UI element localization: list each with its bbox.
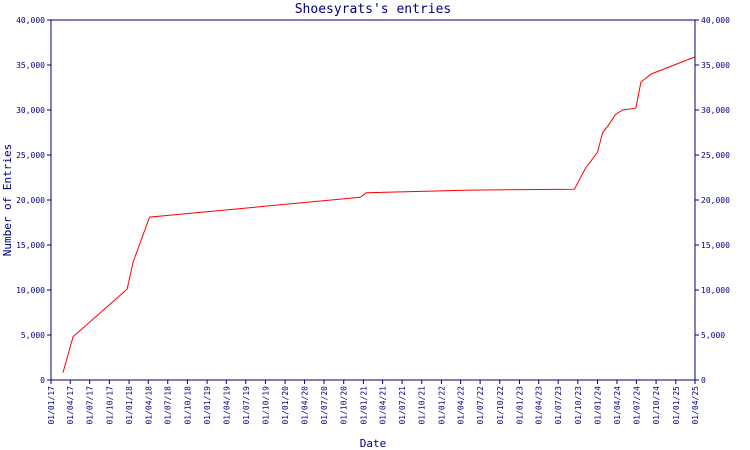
x-tick-label: 01/04/24: [613, 386, 622, 425]
x-tick-label: 01/10/18: [183, 386, 192, 425]
x-tick-label: 01/04/20: [301, 386, 310, 425]
y2-tick-label: 20,000: [701, 196, 730, 205]
x-axis-label: Date: [360, 437, 387, 450]
x-tick-label: 01/01/18: [125, 386, 134, 425]
x-tick-label: 01/07/21: [398, 386, 407, 425]
x-tick-label: 01/10/22: [496, 386, 505, 425]
x-tick-label: 01/04/17: [66, 386, 75, 425]
x-tick-label: 01/10/17: [105, 386, 114, 425]
y-tick-label: 20,000: [16, 196, 45, 205]
x-tick-label: 01/04/19: [222, 386, 231, 425]
y-tick-label: 35,000: [16, 61, 45, 70]
x-tick-label: 01/07/24: [632, 386, 641, 425]
y-tick-label: 30,000: [16, 106, 45, 115]
x-tick-label: 01/10/23: [574, 386, 583, 425]
y-tick-label: 25,000: [16, 151, 45, 160]
x-tick-label: 01/10/19: [261, 386, 270, 425]
y-tick-label: 40,000: [16, 16, 45, 25]
x-tick-label: 01/04/23: [535, 386, 544, 425]
x-tick-label: 01/10/24: [652, 386, 661, 425]
x-tick-label: 01/10/20: [340, 386, 349, 425]
x-tick-label: 01/01/24: [594, 386, 603, 425]
x-tick-label: 01/01/17: [47, 386, 56, 425]
x-tick-label: 01/07/23: [554, 386, 563, 425]
x-tick-label: 01/04/25: [691, 386, 700, 425]
chart-title: Shoesyrats's entries: [295, 2, 452, 17]
x-tick-label: 01/01/22: [437, 386, 446, 425]
y2-tick-label: 25,000: [701, 151, 730, 160]
x-tick-label: 01/07/22: [476, 386, 485, 425]
y2-tick-label: 5,000: [701, 331, 725, 340]
y-tick-label: 10,000: [16, 286, 45, 295]
y-tick-label: 0: [40, 376, 45, 385]
x-tick-label: 01/07/19: [242, 386, 251, 425]
plot-frame: [50, 19, 696, 381]
x-tick-label: 01/01/19: [203, 386, 212, 425]
data-line: [62, 56, 696, 373]
y-tick-label: 15,000: [16, 241, 45, 250]
y-tick-label: 5,000: [21, 331, 45, 340]
x-tick-label: 01/07/17: [86, 386, 95, 425]
x-tick-label: 01/10/21: [418, 386, 427, 425]
y2-tick-label: 35,000: [701, 61, 730, 70]
x-tick-label: 01/04/22: [457, 386, 466, 425]
x-tick-label: 01/01/21: [359, 386, 368, 425]
y2-tick-label: 30,000: [701, 106, 730, 115]
x-tick-label: 01/01/23: [515, 386, 524, 425]
x-tick-label: 01/01/25: [672, 386, 681, 425]
x-tick-label: 01/07/20: [320, 386, 329, 425]
x-tick-label: 01/04/18: [144, 386, 153, 425]
y2-tick-label: 15,000: [701, 241, 730, 250]
x-tick-label: 01/04/21: [379, 386, 388, 425]
y2-tick-label: 10,000: [701, 286, 730, 295]
x-tick-label: 01/07/18: [164, 386, 173, 425]
y2-tick-label: 40,000: [701, 16, 730, 25]
y2-tick-label: 0: [701, 376, 706, 385]
x-tick-label: 01/01/20: [281, 386, 290, 425]
y-axis-label: Number of Entries: [1, 144, 14, 257]
